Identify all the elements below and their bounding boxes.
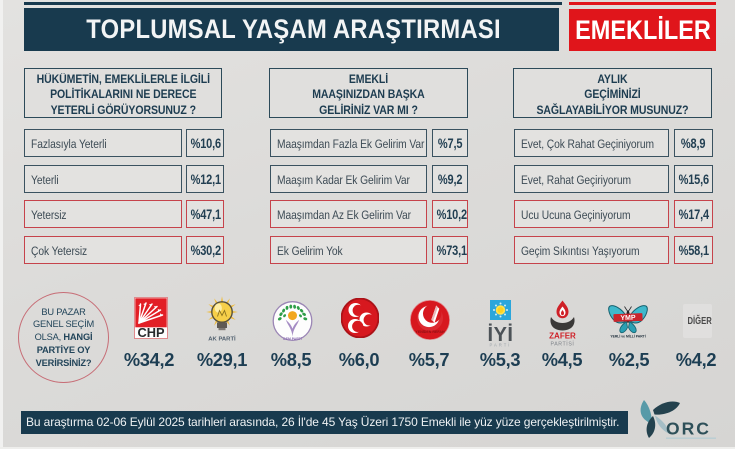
svg-text:CHP: CHP [137, 325, 164, 339]
svg-text:AK PARTİ: AK PARTİ [208, 336, 236, 343]
svg-text:PARTİ: PARTİ [490, 343, 512, 348]
svg-text:DEM PARTİ: DEM PARTİ [283, 337, 301, 341]
svg-text:YENİDEN REFAH: YENİDEN REFAH [415, 330, 445, 334]
svg-text:ZAFER: ZAFER [549, 332, 576, 341]
svg-text:PARTİSİ: PARTİSİ [551, 341, 575, 348]
svg-text:YERLİ ve MİLLİ PARTİ: YERLİ ve MİLLİ PARTİ [610, 335, 645, 339]
svg-text:ORC: ORC [666, 419, 711, 439]
svg-text:YMP: YMP [620, 315, 636, 323]
svg-text:İYİ: İYİ [488, 323, 513, 346]
